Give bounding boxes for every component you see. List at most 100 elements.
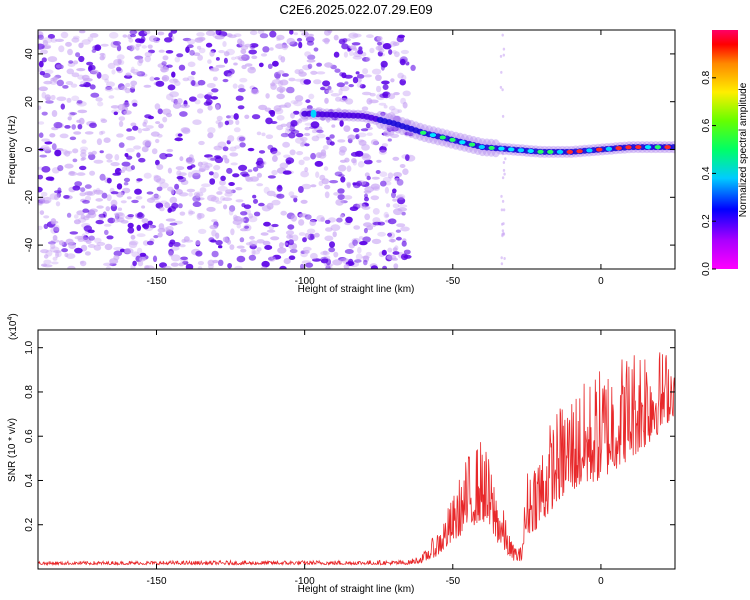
spectrogram-noise-cell <box>356 82 363 88</box>
spectrogram-noise-cell <box>80 260 87 267</box>
spectrogram-noise-cell <box>303 156 311 161</box>
spectrogram-noise-cell <box>330 93 340 97</box>
spectrogram-noise-cell <box>276 193 285 199</box>
spectrogram-noise-cell <box>337 194 346 200</box>
spectrogram-noise-cell <box>241 64 247 70</box>
spectrogram-noise-cell <box>319 174 326 181</box>
spectrogram-noise-cell <box>62 85 69 89</box>
spectrogram-noise-cell <box>375 74 382 82</box>
spectrogram-noise-cell <box>124 248 134 254</box>
spectrogram-noise-cell <box>85 214 91 219</box>
spectrogram-noise-cell <box>132 260 137 267</box>
spectrogram-noise-cell <box>232 214 238 221</box>
signal-peak <box>498 146 505 151</box>
spectrogram-noise-cell <box>217 141 227 149</box>
spectrogram-noise-cell <box>324 62 333 68</box>
spectrogram-noise-cell <box>185 46 190 53</box>
spectrogram-noise-cell <box>219 195 226 202</box>
spectrogram-noise-cell <box>394 177 400 182</box>
spectrogram-noise-cell <box>260 53 268 57</box>
spectrogram-noise-cell <box>229 114 235 119</box>
y-tick-label: 0.8 <box>24 385 35 399</box>
spectrogram-noise-cell <box>365 251 372 257</box>
spectrogram-noise-cell <box>98 213 106 218</box>
spectrogram-noise-cell <box>343 125 351 132</box>
spectrogram-noise-cell <box>370 195 380 201</box>
spectrogram-noise-cell <box>309 33 314 38</box>
spectrogram-noise-cell <box>92 45 100 51</box>
spectrogram-noise-cell <box>187 75 195 82</box>
spectrogram-noise-cell <box>393 92 400 96</box>
spectrogram-noise-cell <box>159 206 165 212</box>
spectrogram-noise-cell <box>166 64 173 68</box>
spectrogram-noise-cell <box>219 179 226 186</box>
spectrogram-noise-cell <box>144 30 151 35</box>
spectrogram-noise-cell <box>298 41 303 49</box>
spectrogram-noise-cell <box>93 159 104 164</box>
spectrogram-xlabel: Height of straight line (km) <box>298 284 415 295</box>
spectrogram-noise-cell <box>345 216 353 223</box>
spectrogram-noise-cell <box>80 152 87 158</box>
spectrogram-noise-cell <box>383 211 389 219</box>
spectrogram-noise-cell <box>40 191 48 197</box>
spectrogram-noise-cell <box>333 34 339 41</box>
spectrogram-noise-cell <box>50 38 58 43</box>
spectrogram-noise-cell <box>225 189 234 194</box>
spectrogram-noise-cell <box>38 31 44 39</box>
spectrogram-noise-cell <box>38 60 44 68</box>
spectrogram-noise-cell <box>307 63 313 69</box>
spectrogram-noise-cell <box>136 233 146 238</box>
spectrogram-noise-cell <box>298 232 306 236</box>
spectrogram-noise-cell <box>207 132 214 139</box>
spectrogram-noise-cell <box>324 235 334 242</box>
spectrogram-noise-cell <box>336 107 342 113</box>
spectrogram-noise-cell <box>339 72 344 77</box>
spectrogram-noise-cell <box>239 142 246 148</box>
spectrogram-noise-cell <box>280 56 286 63</box>
spectrogram-noise-cell <box>499 85 503 89</box>
svg-text:(x104): (x104) <box>7 313 19 340</box>
spectrogram-noise-cell <box>351 237 361 244</box>
spectrogram-noise-cell <box>383 104 388 109</box>
spectrogram-noise-cell <box>359 84 366 89</box>
spectrogram-noise-cell <box>501 176 505 180</box>
spectrogram-noise-cell <box>292 243 297 250</box>
spectrogram-noise-cell <box>146 191 154 195</box>
spectrogram-noise-cell <box>376 40 385 46</box>
spectrogram-noise-cell <box>386 203 391 208</box>
spectrogram-noise-cell <box>123 110 132 115</box>
spectrogram-noise-cell <box>141 218 149 224</box>
spectrogram-noise-cell <box>392 41 400 47</box>
spectrogram-noise-cell <box>181 238 187 243</box>
spectrogram-noise-cell <box>136 224 142 231</box>
spectrogram-noise-cell <box>69 231 79 235</box>
signal-peak <box>664 145 671 150</box>
spectrogram-noise-cell <box>194 37 204 43</box>
spectrogram-noise-cell <box>264 245 273 250</box>
spectrogram-noise-cell <box>241 54 250 61</box>
spectrogram-noise-cell <box>288 132 296 139</box>
spectrogram-noise-cell <box>80 80 86 85</box>
spectrogram-noise-cell <box>303 79 312 85</box>
spectrogram-noise-cell <box>155 159 160 166</box>
signal-peak <box>439 135 446 140</box>
spectrogram-noise-cell <box>360 181 370 187</box>
spectrogram-noise-cell <box>348 258 354 266</box>
spectrogram-noise-cell <box>276 115 285 121</box>
spectrogram-noise-cell <box>258 62 264 68</box>
spectrogram-noise-cell <box>121 161 131 167</box>
spectrogram-noise-cell <box>182 77 190 82</box>
spectrogram-noise-cell <box>96 71 102 79</box>
spectrogram-noise-cell <box>363 159 373 165</box>
signal-peak <box>527 149 534 153</box>
spectrogram-noise-cell <box>381 143 388 148</box>
spectrogram-noise-cell <box>148 35 157 42</box>
spectrogram-noise-cell <box>380 111 386 116</box>
spectrogram-noise-cell <box>135 43 142 47</box>
spectrogram-noise-cell <box>171 246 180 251</box>
spectrogram-noise-cell <box>371 176 380 180</box>
spectrogram-noise-cell <box>41 57 47 63</box>
spectrogram-noise-cell <box>305 36 315 43</box>
spectrogram-noise-cell <box>354 259 362 263</box>
spectrogram-noise-cell <box>50 218 57 225</box>
